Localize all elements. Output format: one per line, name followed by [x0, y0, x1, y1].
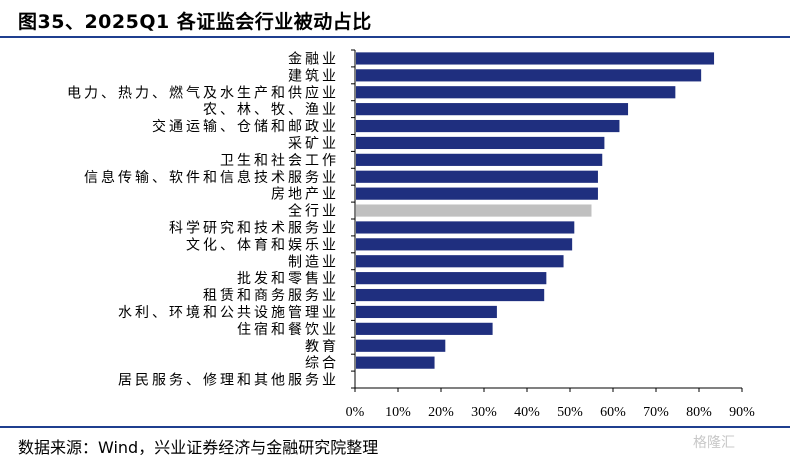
- category-label: 电力、热力、燃气及水生产和供应业: [67, 84, 339, 101]
- bar: [356, 356, 435, 369]
- category-label: 制造业: [288, 254, 339, 270]
- bar: [356, 255, 564, 268]
- x-tick-label: 0%: [346, 405, 365, 420]
- category-label: 批发和零售业: [237, 271, 339, 287]
- title-bar: 图35、2025Q1 各证监会行业被动占比: [0, 0, 790, 38]
- x-tick-label: 10%: [385, 405, 411, 420]
- category-label: 信息传输、软件和信息技术服务业: [84, 169, 339, 186]
- bar: [356, 238, 573, 251]
- bar: [356, 322, 493, 335]
- source-bar: 数据来源：Wind，兴业证券经济与金融研究院整理: [0, 426, 790, 459]
- bar-chart: 0% 10% 20% 30% 40% 50% 60% 70% 80% 90% 金融业建筑业电力、热力…: [67, 49, 755, 420]
- bar: [356, 103, 629, 116]
- category-label: 农、林、牧、渔业: [203, 102, 339, 118]
- x-tick-label: 80%: [686, 405, 712, 420]
- category-label: 教育: [305, 339, 339, 355]
- x-tick-label: 70%: [643, 405, 669, 420]
- category-label: 金融业: [288, 51, 339, 67]
- category-label: 水利、环境和公共设施管理业: [118, 305, 339, 321]
- category-label: 住宿和餐饮业: [237, 321, 339, 338]
- bar: [356, 204, 592, 217]
- bar: [356, 339, 446, 352]
- category-label: 综合: [305, 356, 339, 372]
- x-tick-label: 50%: [557, 405, 583, 420]
- category-label: 全行业: [288, 203, 339, 220]
- bar: [356, 153, 603, 166]
- bar: [356, 305, 497, 319]
- watermark-logo: 格隆汇: [693, 435, 735, 451]
- category-label: 科学研究和技术服务业: [169, 220, 339, 236]
- x-tick-label: 60%: [600, 405, 626, 420]
- x-tick-label: 20%: [428, 405, 454, 420]
- category-label: 房地产业: [271, 187, 339, 203]
- bar: [356, 221, 575, 234]
- category-label: 居民服务、修理和其他服务业: [118, 373, 339, 389]
- source-note: 数据来源：Wind，兴业证券经济与金融研究院整理: [18, 438, 379, 457]
- category-label: 卫生和社会工作: [220, 153, 339, 169]
- category-label: 采矿业: [288, 136, 339, 152]
- x-tick-label: 90%: [729, 405, 755, 420]
- bar: [356, 52, 715, 65]
- bar: [356, 288, 545, 302]
- bar: [356, 272, 547, 285]
- x-tick-label: 40%: [514, 405, 540, 420]
- bar: [356, 136, 605, 150]
- x-tick-label: 30%: [471, 405, 497, 420]
- chart-title: 图35、2025Q1 各证监会行业被动占比: [18, 11, 372, 33]
- bar: [356, 187, 598, 200]
- bar: [356, 69, 702, 82]
- bar: [356, 86, 676, 99]
- category-label: 建筑业: [288, 68, 339, 84]
- category-label: 文化、体育和娱乐业: [186, 237, 339, 253]
- bar: [356, 170, 598, 183]
- category-label: 交通运输、仓储和邮政业: [152, 118, 339, 135]
- category-label: 租赁和商务服务业: [203, 288, 339, 304]
- bar: [356, 119, 620, 133]
